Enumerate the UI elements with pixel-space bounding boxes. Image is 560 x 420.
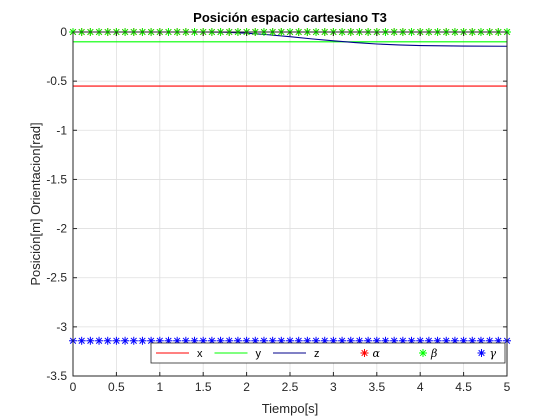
legend-swatch bbox=[360, 349, 369, 357]
series-marker bbox=[103, 336, 112, 345]
x-axis-label: Tiempo[s] bbox=[262, 401, 319, 416]
series-marker-stroke bbox=[87, 337, 94, 344]
y-tick-label: -2.5 bbox=[46, 271, 67, 285]
legend-swatch-stroke bbox=[361, 349, 368, 357]
legend-swatch bbox=[477, 349, 486, 357]
x-tick-label: 1.5 bbox=[195, 380, 212, 394]
legend-swatch-stroke bbox=[478, 349, 485, 357]
legend-label: α bbox=[373, 347, 381, 360]
legend-box bbox=[150, 342, 506, 364]
series-marker-stroke bbox=[104, 337, 111, 344]
legend-label: γ bbox=[490, 347, 497, 360]
y-tick-label: -1.5 bbox=[46, 172, 67, 186]
legend-label: x bbox=[197, 348, 203, 360]
plot-area: 0 0.5 1 1.5 2 2.5 3 3.5 4 4.5 5 0 -0.5 -1 -1.5 -2 -2.5 -3… bbox=[46, 25, 511, 394]
y-axis-label: Posición[m] Orientacion[rad] bbox=[28, 122, 43, 285]
y-tick-label: -2 bbox=[56, 222, 67, 236]
series-marker-stroke bbox=[130, 337, 137, 344]
y-tick-label: -0.5 bbox=[46, 74, 67, 88]
series-marker-stroke bbox=[139, 337, 146, 344]
series-marker bbox=[121, 336, 130, 345]
x-tick-label: 4 bbox=[417, 380, 424, 394]
series-marker-stroke bbox=[121, 337, 129, 344]
y-tick-label: 0 bbox=[60, 25, 67, 39]
series-marker bbox=[112, 336, 121, 345]
x-tick-label: 5 bbox=[504, 380, 511, 394]
x-tick-label: 2.5 bbox=[282, 380, 299, 394]
legend-swatch-stroke bbox=[419, 349, 427, 357]
ticks: 0 0.5 1 1.5 2 2.5 3 3.5 4 4.5 5 0 -0.5 -1 -1.5 -2 -2.5 -3… bbox=[46, 25, 510, 394]
legend-label: z bbox=[314, 348, 320, 360]
series-marker bbox=[138, 336, 147, 345]
series-marker-stroke bbox=[95, 337, 103, 344]
series-marker-stroke bbox=[147, 337, 155, 344]
legend-label: y bbox=[256, 348, 262, 360]
y-tick-label: -1 bbox=[56, 123, 67, 137]
x-tick-label: 3 bbox=[330, 380, 337, 394]
series-marker bbox=[129, 336, 138, 345]
x-tick-label: 0.5 bbox=[108, 380, 125, 394]
legend-swatch bbox=[419, 349, 427, 357]
x-tick-label: 3.5 bbox=[368, 380, 385, 394]
series-marker bbox=[86, 336, 95, 345]
x-tick-label: 1 bbox=[156, 380, 163, 394]
series-marker-stroke bbox=[113, 337, 120, 344]
series-marker bbox=[77, 336, 86, 345]
x-tick-label: 2 bbox=[243, 380, 250, 394]
chart-title: Posición espacio cartesiano T3 bbox=[193, 10, 387, 25]
series-marker bbox=[95, 336, 104, 345]
y-tick-label: -3.5 bbox=[46, 369, 67, 383]
legend-label: β bbox=[430, 347, 437, 360]
x-tick-label: 4.5 bbox=[455, 380, 472, 394]
y-tick-label: -3 bbox=[56, 320, 67, 334]
series-marker-stroke bbox=[78, 337, 85, 344]
x-tick-label: 0 bbox=[70, 380, 77, 394]
